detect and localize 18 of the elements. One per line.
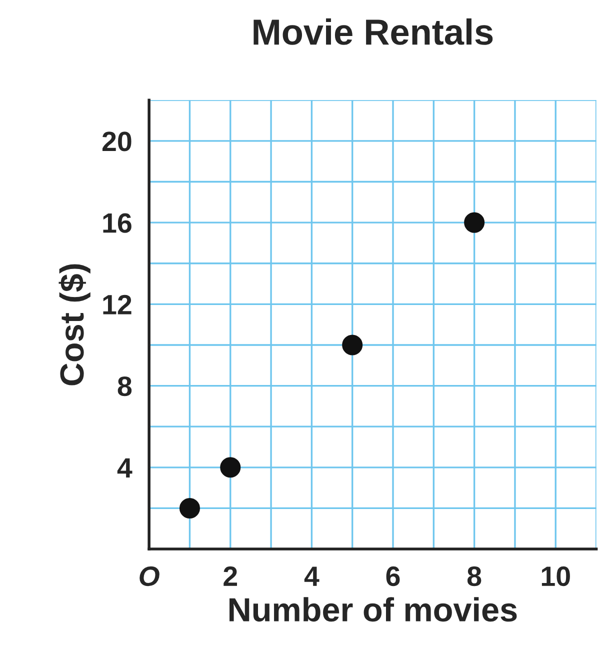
y-tick-label: 12 xyxy=(103,294,132,314)
point xyxy=(464,212,485,233)
point xyxy=(220,457,241,478)
x-tick-label: 4 xyxy=(304,566,320,586)
x-axis-title: Number of movies xyxy=(230,597,517,622)
x-tick-label: O xyxy=(140,566,160,586)
point xyxy=(342,334,363,356)
y-axis-title: Cost ($) xyxy=(58,264,90,386)
x-tick-label: 6 xyxy=(386,566,400,586)
chart-title: Movie Rentals xyxy=(254,18,493,45)
x-tick-label: 2 xyxy=(224,566,237,586)
y-tick-label: 8 xyxy=(118,376,132,396)
y-tick-label: 16 xyxy=(103,213,132,233)
y-tick-label: 20 xyxy=(102,132,132,152)
x-tick-label: 10 xyxy=(542,566,570,586)
y-tick-label: 4 xyxy=(117,458,132,478)
point xyxy=(179,498,200,518)
x-tick-label: 8 xyxy=(467,566,482,586)
